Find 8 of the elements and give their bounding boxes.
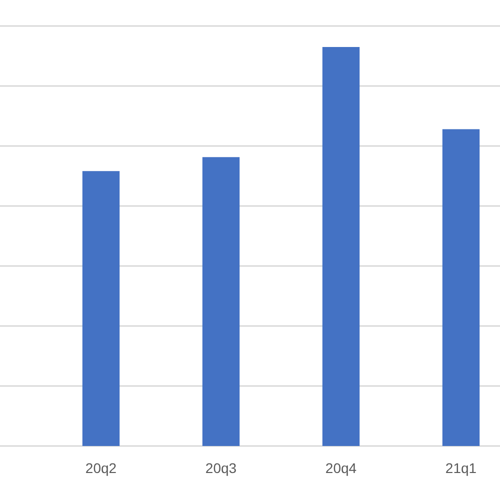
bar — [82, 171, 120, 446]
bar — [202, 157, 240, 446]
x-tick-label: 21q1 — [445, 460, 477, 476]
x-tick-label: 20q4 — [325, 460, 357, 476]
x-tick-label: 20q2 — [85, 460, 117, 476]
bar — [442, 129, 480, 446]
bar — [322, 47, 360, 446]
x-tick-label: 20q3 — [205, 460, 237, 476]
